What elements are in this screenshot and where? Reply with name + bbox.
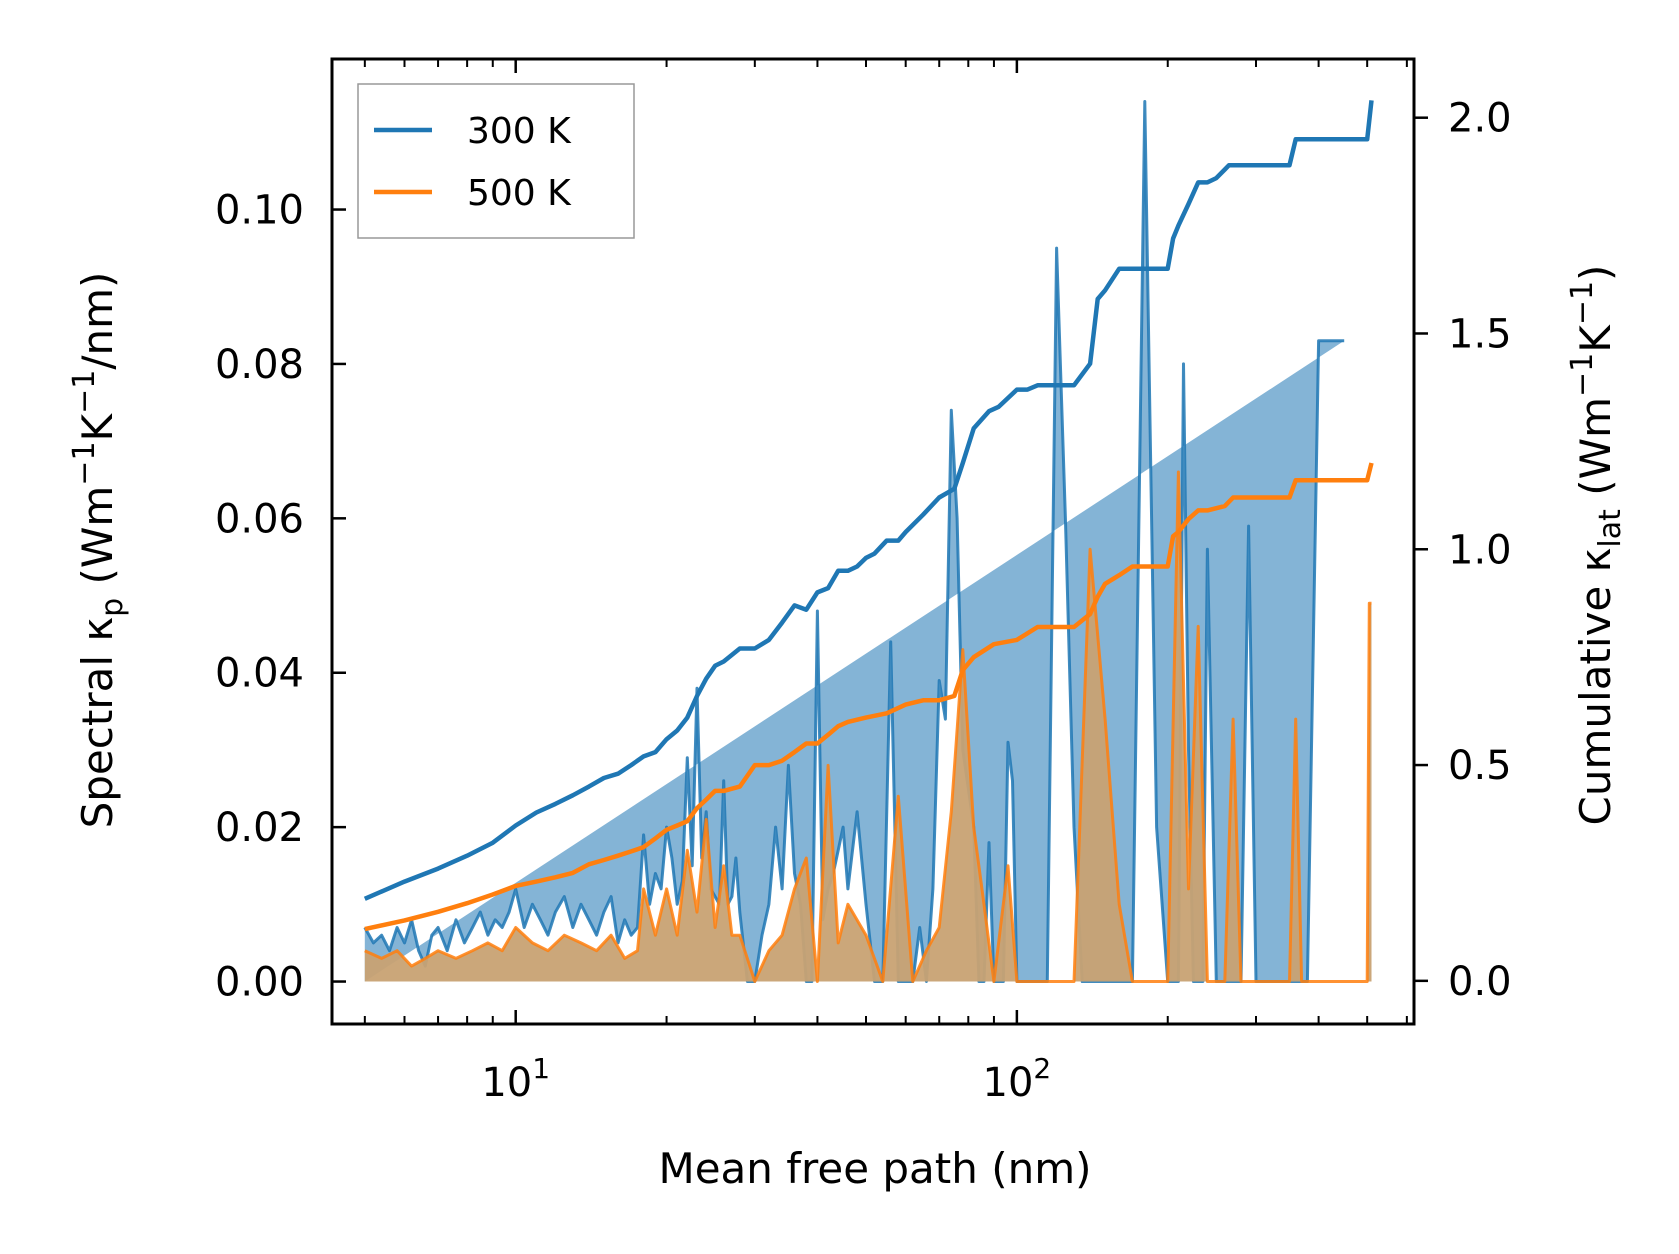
spectral-500k-line [364, 470, 1372, 983]
axes-layer: 101 102 0.00 0.02 0.04 0.06 0.08 0.10 0.0 0.5 1.0 1… [215, 57, 1512, 1106]
legend-box [357, 83, 635, 239]
plot-area [363, 100, 1374, 983]
cumulative-500k-line [364, 462, 1374, 932]
x-axis-label: Mean free path (nm) [658, 1144, 1091, 1193]
right-y-tick-label: 0.5 [1448, 743, 1512, 789]
right-y-tick-label: 2.0 [1448, 96, 1512, 142]
legend-label: 300 K [467, 111, 572, 152]
right-y-tick-label: 1.0 [1448, 527, 1512, 573]
axes-frame [330, 57, 1416, 1026]
right-y-tick-label: 0.0 [1448, 959, 1512, 1005]
left-y-axis-label: Spectral κp (Wm−1K−1/nm) [67, 272, 130, 829]
left-y-tick-label: 0.08 [215, 342, 304, 388]
x-tick-label: 101 [481, 1052, 550, 1106]
left-y-tick-label: 0.10 [215, 188, 304, 234]
left-y-tick-label: 0.06 [215, 496, 304, 542]
left-y-tick-label: 0.02 [215, 805, 304, 851]
right-y-axis-label: Cumulative κlat (Wm−1K−1) [1565, 265, 1628, 826]
cumulative-300k-line [363, 100, 1374, 901]
left-y-tick-label: 0.00 [215, 960, 304, 1006]
x-tick-label: 102 [983, 1052, 1052, 1106]
left-y-tick-label: 0.04 [215, 651, 304, 697]
right-y-tick-label: 1.5 [1448, 311, 1512, 357]
legend-label: 500 K [467, 173, 572, 214]
legend: 300 K 500 K [357, 83, 635, 239]
